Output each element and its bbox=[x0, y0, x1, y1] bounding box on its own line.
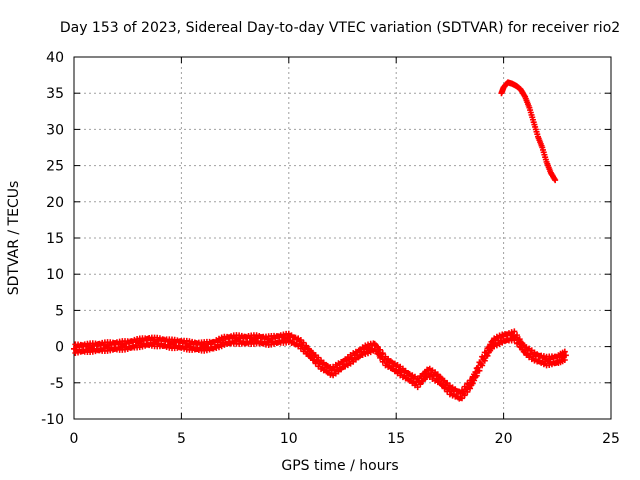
chart-title: Day 153 of 2023, Sidereal Day-to-day VTE… bbox=[60, 20, 620, 36]
x-tick-label: 15 bbox=[387, 431, 405, 447]
y-tick-label: 20 bbox=[46, 195, 64, 211]
data-point bbox=[473, 372, 480, 379]
y-tick-label: 5 bbox=[55, 303, 64, 319]
x-tick-label: 25 bbox=[602, 431, 620, 447]
data-point bbox=[458, 395, 465, 402]
data-point bbox=[471, 377, 478, 384]
x-tick-label: 10 bbox=[280, 431, 298, 447]
y-axis-label: SDTVAR / TECUs bbox=[6, 181, 22, 296]
data-point bbox=[374, 343, 381, 350]
data-series bbox=[498, 79, 559, 184]
data-point bbox=[484, 352, 491, 359]
y-tick-label: -10 bbox=[41, 412, 64, 428]
data-point bbox=[303, 342, 310, 349]
data-point bbox=[464, 388, 471, 395]
data-point bbox=[561, 356, 568, 363]
data-layer bbox=[71, 79, 569, 402]
data-point bbox=[562, 352, 569, 359]
data-point bbox=[511, 328, 518, 335]
y-tick-label: 30 bbox=[46, 122, 64, 138]
grid-layer bbox=[74, 57, 611, 419]
data-point bbox=[514, 332, 521, 339]
y-tick-label: 25 bbox=[46, 159, 64, 175]
data-point bbox=[479, 362, 486, 369]
y-tick-label: 15 bbox=[46, 231, 64, 247]
y-tick-label: 10 bbox=[46, 267, 64, 283]
data-point bbox=[516, 336, 523, 343]
y-tick-label: 0 bbox=[55, 340, 64, 356]
data-point bbox=[561, 348, 568, 355]
data-point bbox=[379, 350, 386, 357]
data-point bbox=[481, 357, 488, 364]
data-point bbox=[476, 367, 483, 374]
data-point bbox=[552, 177, 559, 184]
data-point bbox=[377, 346, 384, 353]
x-axis-label: GPS time / hours bbox=[281, 458, 398, 474]
x-tick-label: 0 bbox=[70, 431, 79, 447]
data-series bbox=[71, 328, 569, 402]
y-tick-label: -5 bbox=[50, 376, 64, 392]
x-tick-label: 5 bbox=[177, 431, 186, 447]
data-point bbox=[417, 381, 424, 388]
x-tick-label: 20 bbox=[495, 431, 513, 447]
y-tick-label: 40 bbox=[46, 50, 64, 66]
data-point bbox=[467, 385, 474, 392]
y-tick-label: 35 bbox=[46, 86, 64, 102]
data-point bbox=[461, 392, 468, 399]
tick-layer: 0 5 10 15 20 25 -10 -5 0 5 10 15 20 25 30 35 40 bbox=[41, 50, 620, 447]
